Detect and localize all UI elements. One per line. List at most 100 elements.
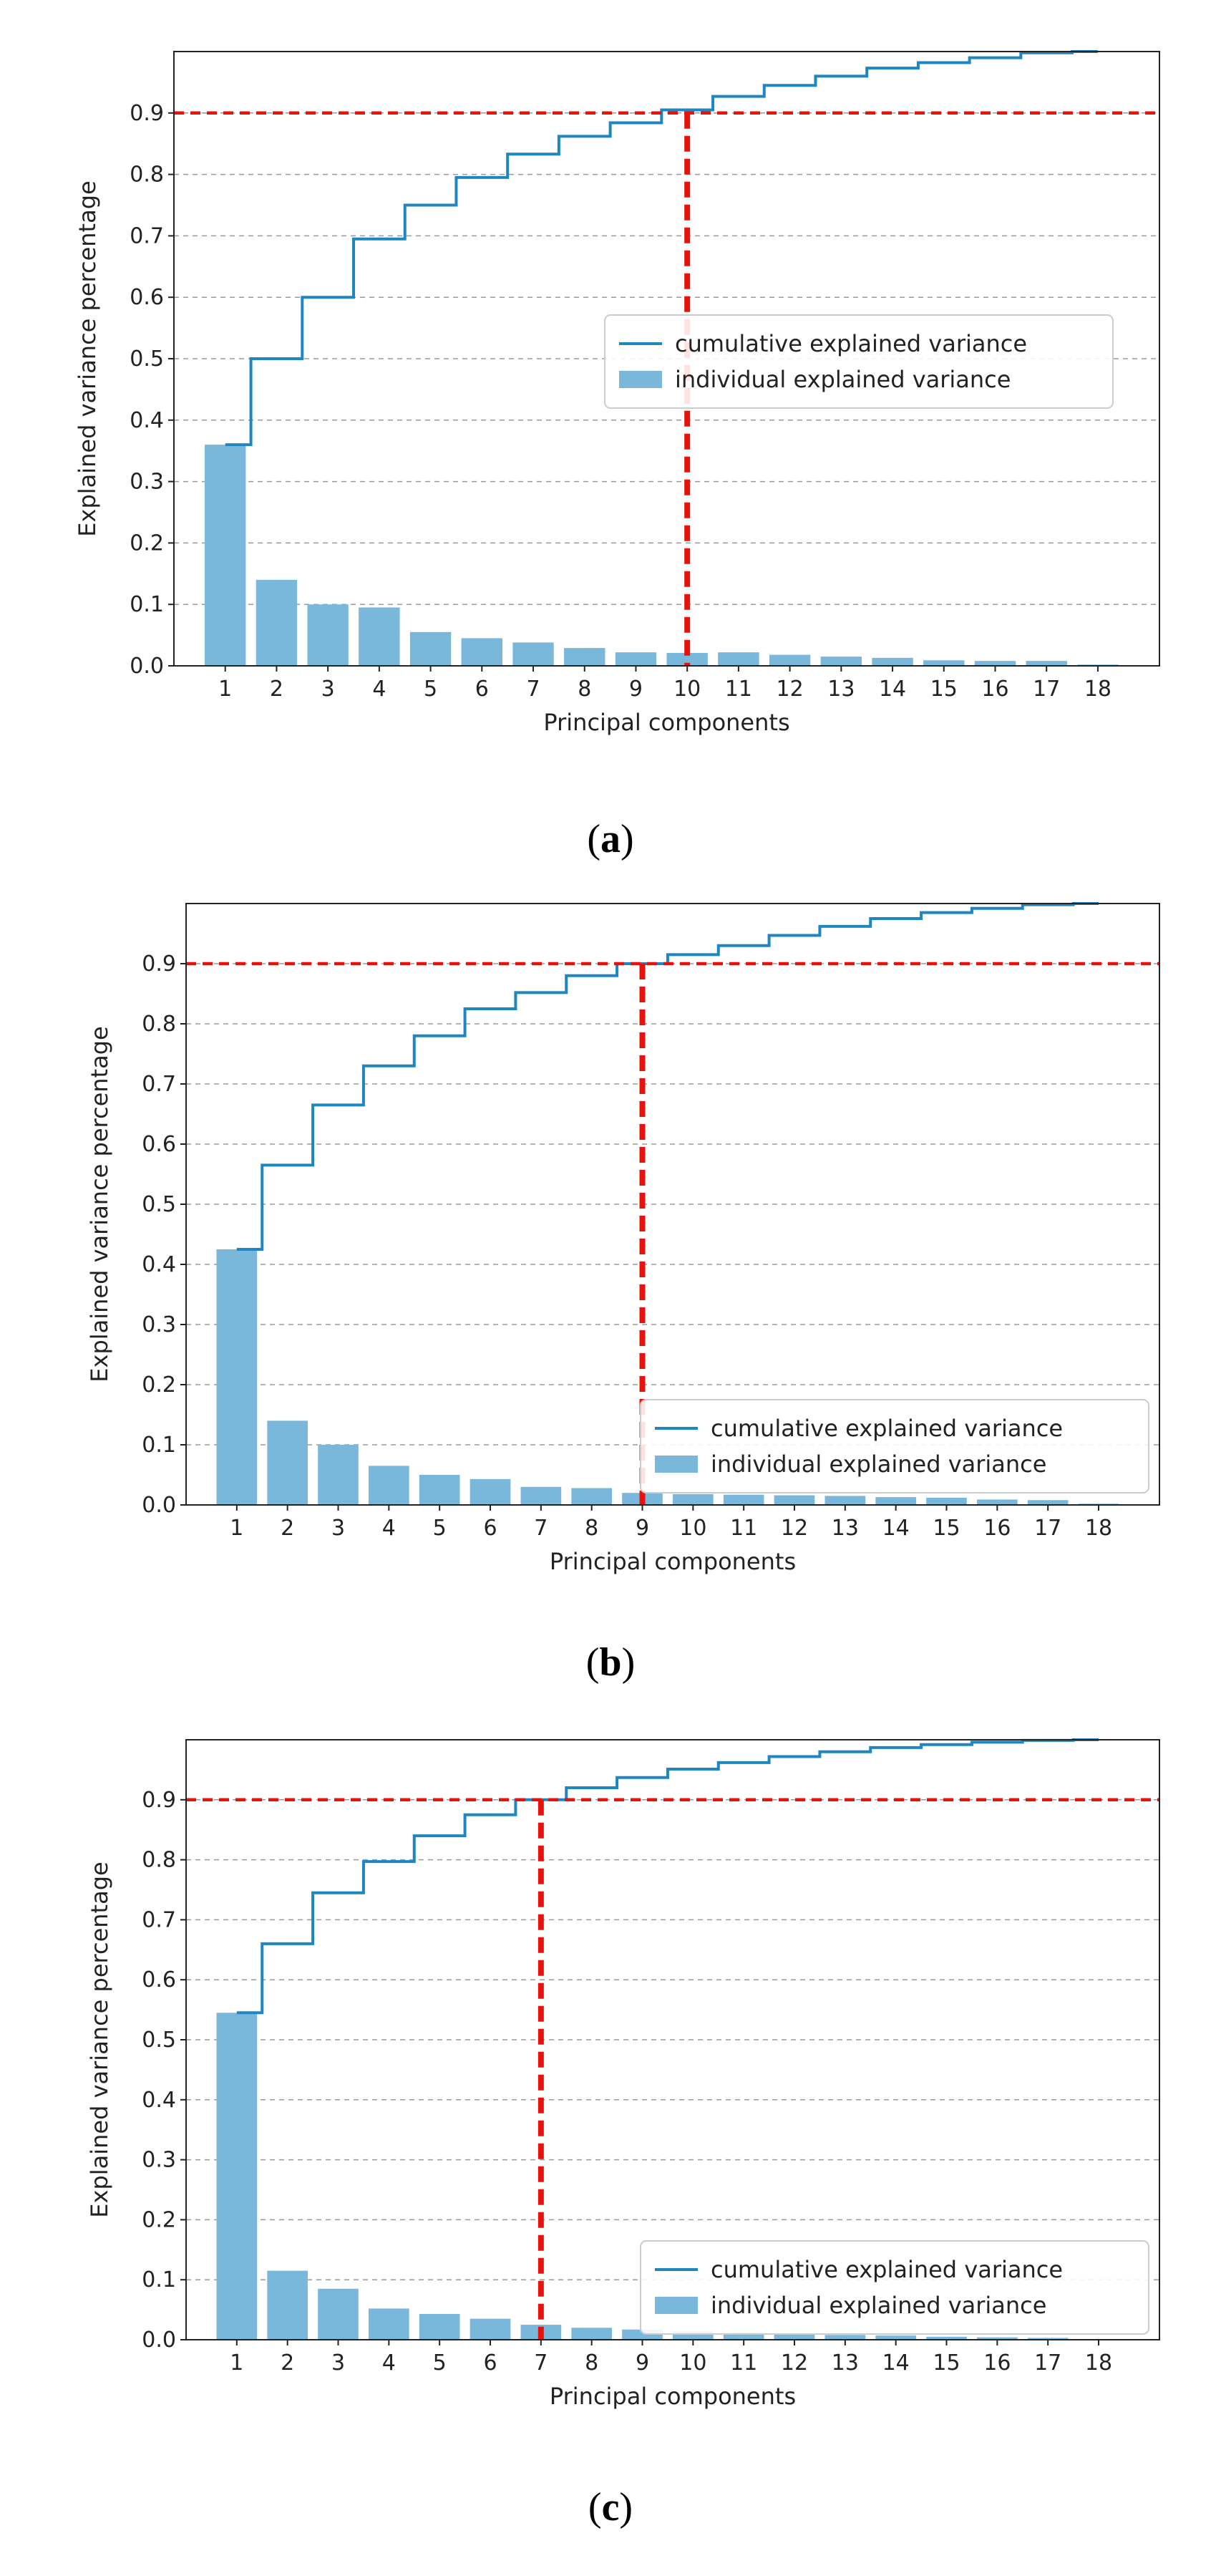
legend: cumulative explained variance individual … [640, 1399, 1149, 1493]
bar-component-15 [923, 660, 965, 666]
bar-component-3 [307, 604, 349, 666]
x-tick-label: 10 [679, 2350, 706, 2376]
legend-box [640, 1399, 1149, 1493]
bar-component-8 [571, 1488, 612, 1505]
legend-label-cumulative: cumulative explained variance [675, 330, 1027, 357]
x-axis-label: Principal components [543, 709, 789, 736]
cumulative-variance-line [236, 902, 1099, 1251]
legend-bar-swatch [655, 2297, 698, 2314]
bar-component-13 [824, 1496, 866, 1505]
y-tick-label: 0.0 [130, 654, 164, 679]
bar-component-5 [409, 631, 452, 666]
legend: cumulative explained variance individual … [604, 314, 1114, 409]
panel-c: 0.00.10.20.30.40.50.60.70.80.91 2 3 4 5 6 7 8 9 1… [86, 1738, 1160, 2529]
x-tick-label: 7 [534, 1516, 548, 1541]
x-tick-label: 7 [534, 2350, 548, 2376]
cumulative-variance-line [236, 1738, 1099, 2015]
bar-component-1 [205, 445, 246, 666]
panel-letter: c [602, 2485, 620, 2529]
x-tick-label: 10 [679, 1516, 706, 1541]
bar-component-15 [926, 2336, 967, 2340]
x-tick-label: 11 [725, 677, 752, 702]
x-tick-label: 3 [331, 1516, 345, 1541]
x-tick-label: 2 [281, 1516, 294, 1541]
y-axis-label: Explained variance percentage [86, 1026, 113, 1382]
y-tick-label: 0.5 [130, 347, 164, 372]
x-tick-label: 7 [526, 677, 540, 702]
legend-label-individual: individual explained variance [711, 2292, 1046, 2319]
bar-component-1 [216, 2013, 258, 2340]
y-tick-label: 0.9 [130, 101, 164, 126]
x-tick-label: 15 [930, 677, 958, 702]
x-tick-label: 9 [636, 2350, 649, 2376]
bar-component-8 [571, 2328, 612, 2340]
x-tick-label: 12 [777, 677, 804, 702]
y-tick-label: 0.7 [142, 1907, 176, 1932]
bar-component-12 [774, 2333, 815, 2340]
x-tick-label: 17 [1033, 677, 1060, 702]
x-tick-label: 14 [879, 677, 906, 702]
x-tick-label: 14 [882, 1516, 910, 1541]
bar-component-6 [470, 2318, 511, 2340]
cumulative-variance-line [225, 50, 1098, 447]
y-tick-label: 0.8 [142, 1012, 176, 1037]
x-tick-label: 17 [1034, 1516, 1061, 1541]
x-tick-label: 18 [1085, 2350, 1112, 2376]
y-tick-label: 0.5 [142, 2028, 176, 2053]
panel-letter: a [600, 817, 621, 861]
bar-component-11 [723, 1494, 764, 1505]
legend-bar-swatch [619, 371, 662, 388]
y-tick-label: 0.7 [130, 223, 164, 248]
x-tick-label: 14 [882, 2350, 910, 2376]
y-tick-label: 0.6 [142, 1967, 176, 1992]
panel-b: 0.00.10.20.30.40.50.60.70.80.91 2 3 4 5 6 7 8 9 1… [86, 902, 1160, 1685]
bar-component-14 [875, 2335, 916, 2340]
bar-component-5 [419, 2313, 460, 2340]
bar-component-10 [666, 652, 708, 666]
x-tick-label: 4 [382, 2350, 396, 2376]
bar-component-8 [564, 648, 605, 666]
x-tick-label: 5 [433, 2350, 447, 2376]
y-tick-label: 0.2 [130, 531, 164, 556]
y-tick-label: 0.2 [142, 1372, 176, 1398]
bar-component-10 [673, 2331, 714, 2340]
x-tick-label: 12 [781, 1516, 808, 1541]
panel-caption: (c) [588, 2485, 633, 2529]
x-tick-label: 1 [230, 2350, 243, 2376]
y-tick-label: 0.3 [130, 470, 164, 495]
y-tick-label: 0.4 [142, 1252, 176, 1277]
y-tick-label: 0.8 [142, 1848, 176, 1873]
x-tick-label: 2 [281, 2350, 294, 2376]
bar-component-4 [359, 607, 400, 666]
x-tick-label: 16 [981, 677, 1008, 702]
y-tick-label: 0.6 [130, 285, 164, 310]
legend-label-individual: individual explained variance [711, 1451, 1046, 1478]
x-tick-label: 6 [483, 1516, 497, 1541]
y-tick-label: 0.3 [142, 1312, 176, 1337]
y-tick-label: 0.8 [130, 163, 164, 188]
bar-component-7 [512, 642, 554, 666]
y-tick-label: 0.3 [142, 2148, 176, 2173]
x-tick-label: 8 [578, 677, 591, 702]
legend: cumulative explained variance individual … [640, 2240, 1149, 2335]
bar-component-12 [774, 1495, 815, 1505]
x-tick-label: 4 [382, 1516, 396, 1541]
bar-component-4 [369, 1466, 409, 1505]
legend-bar-swatch [655, 1456, 698, 1473]
y-tick-label: 0.1 [142, 1433, 176, 1458]
y-tick-label: 0.2 [142, 2207, 176, 2232]
legend-box [640, 2240, 1149, 2335]
x-tick-label: 10 [673, 677, 701, 702]
x-tick-label: 3 [331, 2350, 345, 2376]
x-tick-label: 16 [983, 1516, 1011, 1541]
bar-component-2 [267, 1420, 308, 1505]
bar-component-1 [216, 1249, 258, 1505]
y-axis-label: Explained variance percentage [86, 1861, 113, 2217]
x-tick-label: 11 [730, 1516, 757, 1541]
legend-box [604, 314, 1114, 409]
y-axis-label: Explained variance percentage [74, 180, 101, 536]
x-axis-label: Principal components [550, 1548, 796, 1575]
bar-component-12 [769, 654, 811, 666]
x-tick-label: 5 [424, 677, 437, 702]
